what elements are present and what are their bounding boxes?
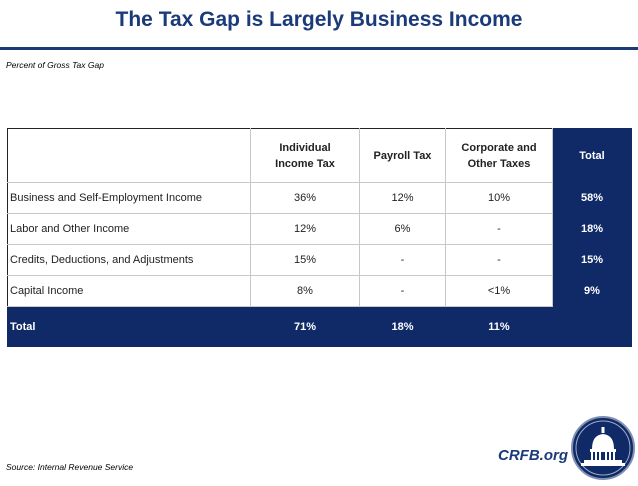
page-title: The Tax Gap is Largely Business Income: [115, 8, 523, 31]
subtitle: Percent of Gross Tax Gap: [6, 60, 104, 70]
cell-total: 15%: [552, 244, 632, 276]
header-individual-income-tax: Individual Income Tax: [250, 128, 360, 183]
site-link[interactable]: CRFB.org: [498, 447, 568, 464]
header-total: Total: [552, 128, 632, 183]
header-corporate-line2: Other Taxes: [467, 157, 531, 170]
cell-total: 18%: [552, 213, 632, 245]
cell-corporate: <1%: [445, 275, 553, 307]
header-individual-line1: Individual: [279, 141, 331, 154]
cell-corporate: -: [445, 244, 553, 276]
table-total-row: Total 71% 18% 11%: [7, 306, 632, 347]
title-divider: [0, 47, 638, 50]
table-row: Capital Income 8% - <1% 9%: [7, 275, 632, 307]
header-corporate-line1: Corporate and: [461, 141, 537, 154]
row-label: Labor and Other Income: [7, 213, 251, 245]
row-label: Capital Income: [7, 275, 251, 307]
cell-individual: 36%: [250, 182, 360, 214]
table-row: Credits, Deductions, and Adjustments 15%…: [7, 244, 632, 276]
total-row-label: Total: [7, 306, 251, 347]
total-total: [552, 306, 632, 347]
total-corporate: 11%: [445, 306, 553, 347]
cell-individual: 15%: [250, 244, 360, 276]
table-header-row: Individual Income Tax Payroll Tax Corpor…: [7, 128, 632, 183]
source-note: Source: Internal Revenue Service: [6, 462, 134, 472]
cell-corporate: 10%: [445, 182, 553, 214]
cell-total: 58%: [552, 182, 632, 214]
header-payroll-tax: Payroll Tax: [359, 128, 446, 183]
row-label: Business and Self-Employment Income: [7, 182, 251, 214]
tax-gap-table: Individual Income Tax Payroll Tax Corpor…: [7, 128, 632, 347]
cell-individual: 8%: [250, 275, 360, 307]
cell-individual: 12%: [250, 213, 360, 245]
cell-corporate: -: [445, 213, 553, 245]
header-corporate-other-taxes: Corporate and Other Taxes: [445, 128, 553, 183]
capitol-dome-seal-icon: [570, 415, 636, 481]
row-label: Credits, Deductions, and Adjustments: [7, 244, 251, 276]
header-corner-cell: [7, 128, 251, 183]
cell-payroll: 6%: [359, 213, 446, 245]
table-row: Business and Self-Employment Income 36% …: [7, 182, 632, 214]
cell-payroll: -: [359, 244, 446, 276]
cell-total: 9%: [552, 275, 632, 307]
table-row: Labor and Other Income 12% 6% - 18%: [7, 213, 632, 245]
cell-payroll: -: [359, 275, 446, 307]
total-payroll: 18%: [359, 306, 446, 347]
header-individual-line2: Income Tax: [275, 157, 335, 170]
total-individual: 71%: [250, 306, 360, 347]
cell-payroll: 12%: [359, 182, 446, 214]
